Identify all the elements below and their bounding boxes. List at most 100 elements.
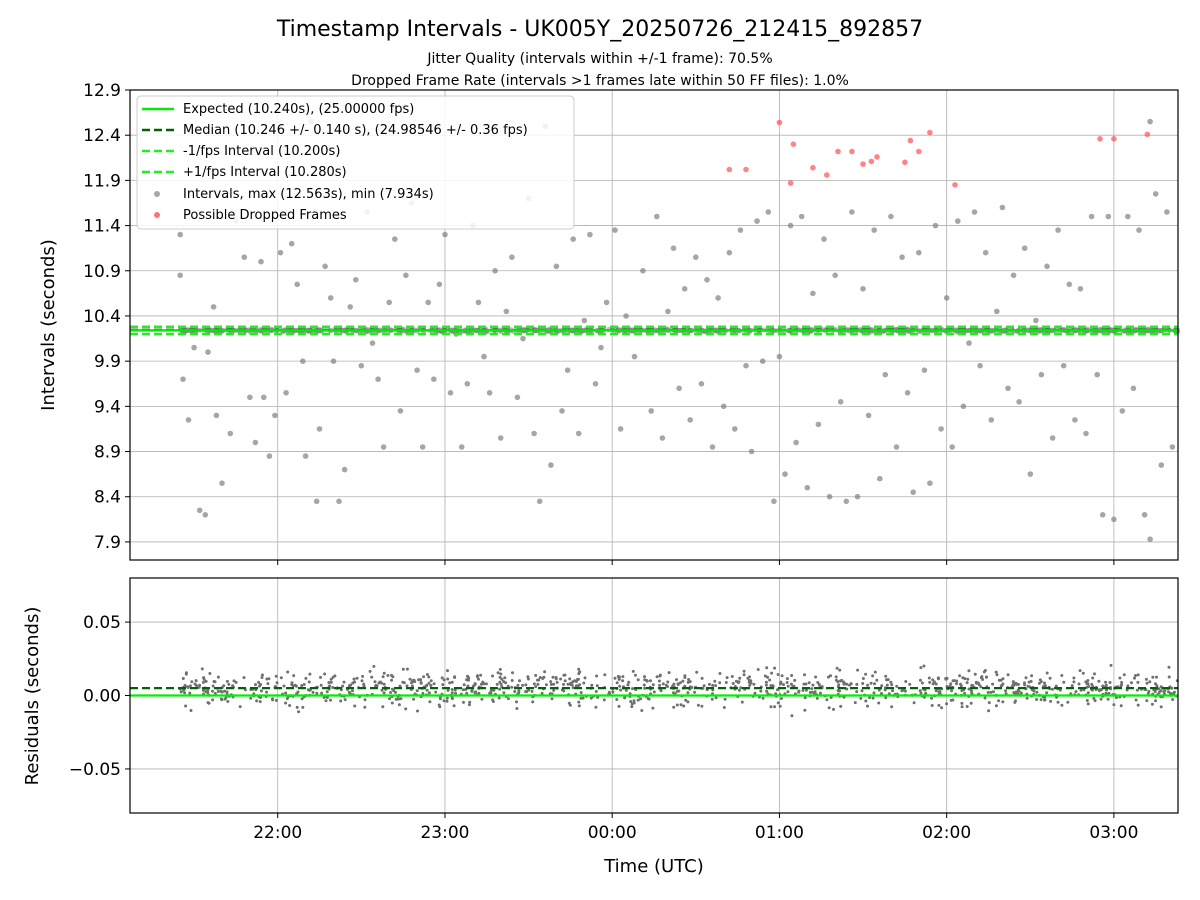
- residual-point: [211, 689, 214, 693]
- residual-point: [1155, 675, 1158, 679]
- interval-point: [1147, 536, 1153, 542]
- interval-point: [893, 444, 900, 450]
- residual-point: [468, 700, 472, 704]
- residual-point: [421, 692, 425, 695]
- residual-point: [341, 684, 345, 688]
- residual-point: [389, 691, 393, 694]
- residual-point: [566, 682, 570, 686]
- residual-point: [382, 691, 386, 695]
- residual-point: [1118, 676, 1122, 680]
- residual-point: [701, 686, 705, 690]
- residual-point: [861, 677, 865, 680]
- residual-point: [611, 690, 615, 694]
- top-y-tick-label: 11.9: [83, 171, 121, 191]
- residual-point: [498, 675, 502, 679]
- residual-point: [1119, 684, 1123, 688]
- residual-point: [958, 674, 962, 678]
- residual-point: [567, 701, 571, 705]
- interval-point: [1060, 362, 1067, 369]
- residual-point: [445, 699, 449, 703]
- residual-point: [934, 682, 938, 686]
- residual-point: [517, 691, 521, 695]
- residual-point: [527, 688, 531, 692]
- residual-point: [1122, 673, 1126, 677]
- residual-point: [724, 681, 728, 684]
- residual-point: [624, 688, 628, 692]
- residual-point: [388, 697, 391, 701]
- residual-point: [555, 680, 559, 684]
- residual-point: [903, 689, 907, 693]
- residual-point: [992, 690, 995, 694]
- residual-point: [401, 680, 405, 684]
- residual-point: [683, 676, 687, 679]
- residual-point: [329, 698, 332, 702]
- residual-point: [803, 673, 806, 677]
- intervals-legend: Expected (10.240s), (25.00000 fps) Media…: [136, 95, 575, 230]
- residual-point: [684, 698, 688, 702]
- interval-point: [403, 272, 409, 279]
- residual-point: [855, 682, 859, 686]
- residual-point: [1106, 697, 1110, 701]
- dropped-frame-point: [810, 164, 816, 171]
- residual-point: [1044, 684, 1047, 688]
- interval-point: [414, 367, 420, 374]
- dropped-frame-point: [874, 154, 880, 160]
- residual-point: [1104, 680, 1107, 684]
- residual-point: [382, 671, 386, 675]
- residual-point: [687, 678, 691, 681]
- residual-point: [377, 681, 381, 685]
- interval-point: [704, 277, 710, 283]
- residual-point: [969, 701, 973, 705]
- residual-point: [825, 698, 829, 702]
- interval-point: [302, 453, 309, 459]
- residual-point: [753, 691, 757, 695]
- interval-point: [375, 376, 381, 383]
- residual-point: [919, 666, 923, 670]
- residual-point: [985, 675, 989, 679]
- residual-point: [617, 677, 621, 681]
- interval-point: [837, 399, 844, 405]
- residual-point: [1030, 674, 1034, 678]
- residual-point: [331, 686, 335, 689]
- residual-point: [427, 691, 431, 695]
- residual-point: [615, 698, 619, 701]
- residual-point: [1145, 699, 1149, 703]
- interval-point: [910, 489, 916, 496]
- residual-point: [339, 699, 343, 703]
- residual-point: [503, 676, 507, 680]
- residual-point: [675, 703, 679, 707]
- residual-point: [536, 678, 539, 682]
- residual-point: [355, 676, 359, 680]
- interval-point: [570, 236, 576, 242]
- residual-point: [849, 682, 853, 686]
- interval-point: [865, 412, 872, 419]
- residual-point: [1037, 681, 1041, 685]
- legend-median-label: Median (10.246 +/- 0.140 s), (24.98546 +…: [183, 123, 528, 138]
- residual-point: [631, 687, 634, 691]
- interval-point: [899, 254, 905, 260]
- interval-point: [196, 507, 203, 514]
- residual-point: [1043, 698, 1046, 702]
- residual-point: [1163, 689, 1167, 693]
- residual-point: [189, 709, 193, 712]
- residual-point: [649, 679, 652, 683]
- interval-point: [258, 258, 264, 265]
- residual-point: [839, 679, 842, 683]
- residual-point: [526, 677, 530, 681]
- residual-point: [295, 705, 299, 709]
- residual-point: [282, 684, 286, 688]
- legend-dropped-label: Possible Dropped Frames: [183, 208, 347, 223]
- residual-point: [639, 697, 643, 701]
- residual-point: [930, 696, 934, 700]
- residual-point: [919, 691, 923, 695]
- residual-point: [856, 668, 860, 672]
- residual-point: [945, 702, 949, 706]
- interval-point: [854, 493, 861, 500]
- residual-point: [410, 684, 414, 688]
- residual-point: [618, 684, 622, 688]
- residual-point: [577, 700, 581, 704]
- residual-point: [1091, 676, 1095, 680]
- residual-point: [562, 689, 566, 693]
- top-y-tick-label: 8.9: [94, 443, 121, 463]
